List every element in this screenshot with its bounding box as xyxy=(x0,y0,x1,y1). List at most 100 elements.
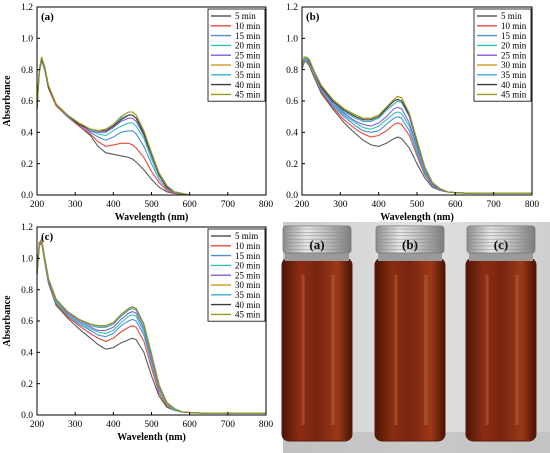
y-tick-label: 0.0 xyxy=(21,411,33,421)
x-tick-label: 800 xyxy=(259,200,274,210)
x-tick-label: 500 xyxy=(410,200,425,210)
x-tick-label: 600 xyxy=(183,200,198,210)
y-axis-label: Absorbance xyxy=(2,295,13,347)
chart-panel-c: 200 300 400 500 600 700 800 0.0 0.2 0.4 0.6 0.8 1.0 1… xyxy=(2,223,273,443)
legend-entry: 45 min xyxy=(235,310,261,320)
y-tick-label: 1.0 xyxy=(286,35,298,45)
legend-entry: 30 min xyxy=(235,280,261,290)
x-axis-label: Wavelength (nm) xyxy=(380,212,454,223)
x-tick-label: 300 xyxy=(68,200,83,210)
x-tick-label: 400 xyxy=(106,420,121,430)
y-tick-label: 0.8 xyxy=(286,66,298,76)
legend-entry: 10 min xyxy=(235,21,261,31)
y-tick-label: 0.0 xyxy=(21,191,33,201)
legend-entry: 45 min xyxy=(501,90,527,100)
series-line xyxy=(36,238,266,414)
x-tick-label: 200 xyxy=(30,200,45,210)
y-tick-label: 0.4 xyxy=(286,129,298,139)
y-tick-label: 1.0 xyxy=(21,35,33,45)
vial-liquid xyxy=(465,257,537,442)
glass-highlight xyxy=(485,275,489,425)
x-tick-label: 200 xyxy=(30,420,45,430)
legend-entry: 5 min xyxy=(235,11,256,21)
glass-highlight xyxy=(515,275,519,425)
legend-entry: 20 min xyxy=(501,41,527,51)
y-tick-label: 0.4 xyxy=(21,349,33,359)
vial-label: (c) xyxy=(494,237,508,252)
glass-highlight xyxy=(331,275,335,425)
y-tick-label: 0.8 xyxy=(21,286,33,296)
y-tick-label: 0.8 xyxy=(21,66,33,76)
y-tick-label: 0.6 xyxy=(21,317,33,327)
chart-panel-a: 200 300 400 500 600 700 800 0.0 0.2 0.4 0.6 0.8 1.0 1… xyxy=(2,3,273,223)
y-tick-label: 0.6 xyxy=(286,97,298,107)
glass-highlight xyxy=(424,275,428,425)
legend-entry: 40 min xyxy=(501,80,527,90)
legend-entry: 20 min xyxy=(235,41,261,51)
x-axis-label: Wavelenth (nm) xyxy=(117,432,186,443)
x-tick-label: 800 xyxy=(259,420,274,430)
x-tick-label: 300 xyxy=(68,420,83,430)
x-tick-label: 800 xyxy=(525,200,540,210)
y-tick-label: 1.2 xyxy=(21,3,33,13)
vials-photo: (a) (b) (c) xyxy=(281,222,550,453)
legend-entry: 10 min xyxy=(235,241,261,251)
x-tick-label: 400 xyxy=(106,200,121,210)
legend-entry: 5 min xyxy=(501,11,522,21)
x-tick-label: 700 xyxy=(221,200,236,210)
legend-entry: 30 min xyxy=(235,60,261,70)
y-axis-label: Absorbance xyxy=(2,75,13,127)
panel-label: (a) xyxy=(41,11,54,23)
y-tick-label: 0.2 xyxy=(286,160,298,170)
x-tick-label: 300 xyxy=(333,200,348,210)
legend-entry: 35 min xyxy=(501,70,527,80)
x-tick-label: 600 xyxy=(448,200,463,210)
legend-entry: 30 min xyxy=(501,60,527,70)
legend-entry: 25 min xyxy=(235,50,261,60)
x-tick-label: 500 xyxy=(144,200,159,210)
legend-entry: 45 min xyxy=(235,90,261,100)
series-line xyxy=(301,56,532,194)
y-tick-label: 1.2 xyxy=(21,223,33,233)
x-tick-label: 600 xyxy=(183,420,198,430)
vial: (a) xyxy=(281,225,353,442)
legend-entry: 40 min xyxy=(235,80,261,90)
series-line xyxy=(36,56,266,196)
vial-liquid xyxy=(374,257,446,442)
y-tick-label: 0.2 xyxy=(21,160,33,170)
x-tick-label: 400 xyxy=(372,200,387,210)
legend-entry: 10 min xyxy=(501,21,527,31)
chart-panel-b: 200 300 400 500 600 700 800 0.0 0.2 0.4 0.6 0.8 1.0 1… xyxy=(286,3,539,223)
vial-label: (b) xyxy=(402,237,418,252)
legend-entry: 15 min xyxy=(235,31,261,41)
panel-label: (b) xyxy=(306,11,320,23)
legend-entry: 15 min xyxy=(235,251,261,261)
legend-entry: 25 min xyxy=(235,270,261,280)
x-tick-label: 200 xyxy=(295,200,310,210)
x-axis-label: Wavelength (nm) xyxy=(115,212,189,223)
glass-highlight xyxy=(394,275,398,425)
vial-neck xyxy=(285,251,349,261)
legend-entry: 20 min xyxy=(235,261,261,271)
vial-label: (a) xyxy=(309,237,324,252)
x-tick-label: 500 xyxy=(144,420,159,430)
legend-entry: 40 min xyxy=(235,300,261,310)
y-tick-label: 1.0 xyxy=(21,255,33,265)
legend-entry: 35 min xyxy=(235,70,261,80)
y-tick-label: 0.2 xyxy=(21,380,33,390)
vial: (b) xyxy=(374,225,446,442)
y-tick-label: 0.4 xyxy=(21,129,33,139)
y-tick-label: 0.0 xyxy=(286,191,298,201)
y-tick-label: 0.6 xyxy=(21,97,33,107)
glass-highlight xyxy=(301,275,305,425)
legend-entry: 25 min xyxy=(501,50,527,60)
vial-neck xyxy=(378,251,442,261)
vial-liquid xyxy=(281,257,353,442)
legend-entry: 15 min xyxy=(501,31,527,41)
vial-neck xyxy=(469,251,533,261)
x-tick-label: 700 xyxy=(487,200,502,210)
